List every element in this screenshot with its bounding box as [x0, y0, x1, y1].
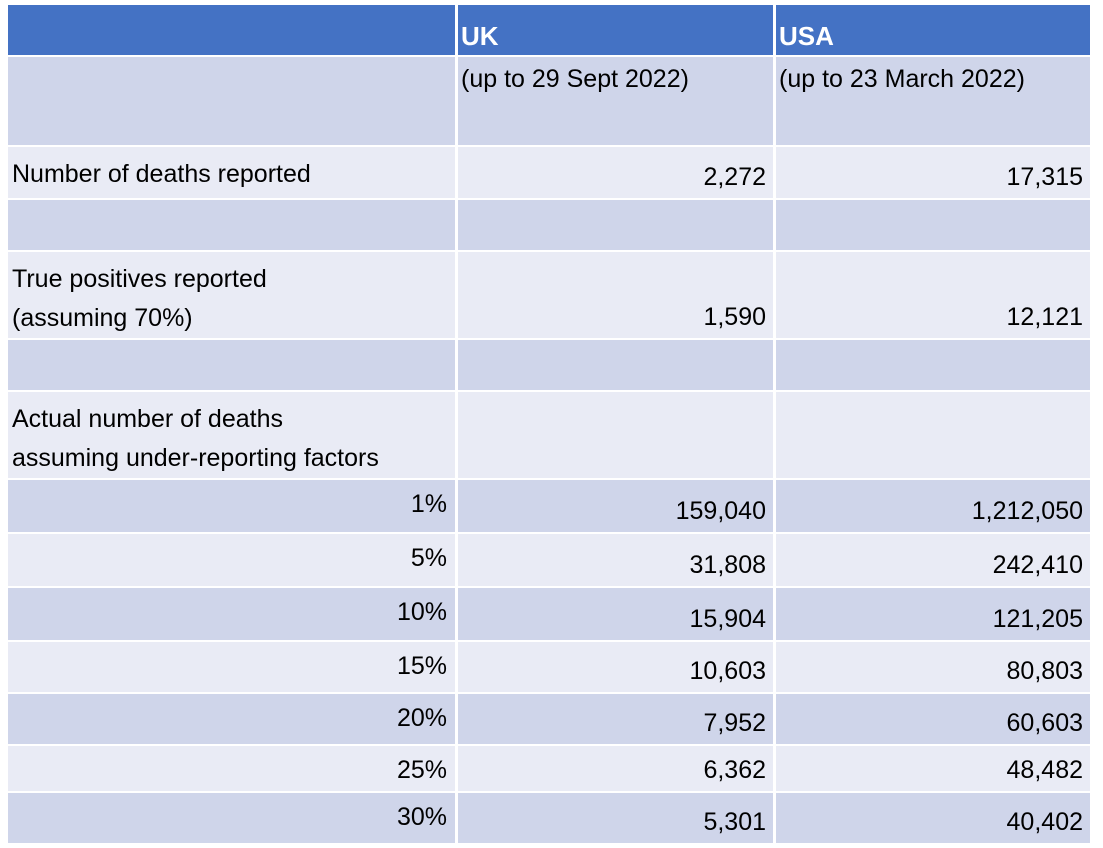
header-cell-uk: UK [458, 5, 773, 55]
row-label: 30% [8, 793, 455, 843]
uk-value: 31,808 [458, 534, 773, 586]
usa-value: 242,410 [776, 534, 1090, 586]
usa-value [776, 392, 1090, 478]
usa-value: 40,402 [776, 793, 1090, 843]
usa-value-text: 242,410 [992, 551, 1083, 579]
table-row: 20% 7,952 60,603 [8, 694, 1090, 744]
usa-value: 80,803 [776, 642, 1090, 692]
row-label-text: 25% [396, 756, 447, 784]
table-row: Number of deaths reported 2,272 17,315 [8, 147, 1090, 198]
uk-value: 1,590 [458, 252, 773, 338]
row-label: Number of deaths reported [8, 147, 455, 198]
table-row: 1% 159,040 1,212,050 [8, 480, 1090, 532]
usa-value-text: 121,205 [992, 605, 1083, 633]
header-label-uk: UK [461, 21, 499, 52]
row-label: 10% [8, 588, 455, 640]
uk-value-text: 10,603 [689, 657, 766, 685]
row-label-text: 30% [396, 803, 447, 831]
usa-value [776, 340, 1090, 390]
table-body: Number of deaths reported 2,272 17,315 True… [8, 147, 1090, 843]
uk-value: 159,040 [458, 480, 773, 532]
row-label: True positives reported (assuming 70%) [8, 252, 455, 338]
row-label [8, 340, 455, 390]
table-row [8, 200, 1090, 250]
table-row: 10% 15,904 121,205 [8, 588, 1090, 640]
usa-value: 17,315 [776, 147, 1090, 198]
row-label: 5% [8, 534, 455, 586]
row-label: 1% [8, 480, 455, 532]
table-subheader-row: (up to 29 Sept 2022) (up to 23 March 202… [8, 57, 1090, 145]
table-row: True positives reported (assuming 70%) 1,… [8, 252, 1090, 338]
table-row [8, 340, 1090, 390]
subheader-label-usa: (up to 23 March 2022) [779, 65, 1025, 93]
row-label: Actual number of deaths assuming under-r… [8, 392, 455, 478]
data-table: UK USA (up to 29 Sept 2022) (up to 23 Ma… [8, 5, 1090, 843]
uk-value-text: 1,590 [703, 303, 766, 331]
row-label-text: 5% [410, 544, 447, 572]
usa-value-text: 60,603 [1006, 709, 1083, 737]
usa-value [776, 200, 1090, 250]
uk-value-text: 5,301 [703, 808, 766, 836]
uk-value-text: 2,272 [703, 163, 766, 191]
row-label: 15% [8, 642, 455, 692]
subheader-cell-empty [8, 57, 455, 145]
usa-value-text: 40,402 [1006, 808, 1083, 836]
uk-value [458, 200, 773, 250]
usa-value-text: 80,803 [1006, 657, 1083, 685]
usa-value: 121,205 [776, 588, 1090, 640]
row-label-text: 10% [396, 598, 447, 626]
uk-value-text: 15,904 [689, 605, 766, 633]
row-label-text: 15% [396, 652, 447, 680]
subheader-cell-uk: (up to 29 Sept 2022) [458, 57, 773, 145]
usa-value: 48,482 [776, 746, 1090, 791]
uk-value: 10,603 [458, 642, 773, 692]
uk-value-text: 7,952 [703, 709, 766, 737]
uk-value: 5,301 [458, 793, 773, 843]
uk-value-text: 31,808 [689, 551, 766, 579]
usa-value-text: 17,315 [1006, 163, 1083, 191]
row-label-text: True positives reported (assuming 70%) [12, 265, 267, 332]
usa-value-text: 48,482 [1006, 756, 1083, 784]
header-cell-usa: USA [776, 5, 1090, 55]
row-label-text: 1% [410, 490, 447, 518]
uk-value [458, 392, 773, 478]
uk-value [458, 340, 773, 390]
row-label-text: Number of deaths reported [12, 160, 311, 188]
row-label-text: 20% [396, 704, 447, 732]
usa-value: 60,603 [776, 694, 1090, 744]
table-row: 30% 5,301 40,402 [8, 793, 1090, 843]
usa-value: 1,212,050 [776, 480, 1090, 532]
table-header-row: UK USA [8, 5, 1090, 55]
row-label [8, 200, 455, 250]
row-label: 20% [8, 694, 455, 744]
uk-value: 7,952 [458, 694, 773, 744]
uk-value-text: 6,362 [703, 756, 766, 784]
row-label-text: Actual number of deaths assuming under-r… [12, 405, 379, 472]
table-row: Actual number of deaths assuming under-r… [8, 392, 1090, 478]
header-label-usa: USA [779, 21, 834, 52]
subheader-label-uk: (up to 29 Sept 2022) [461, 65, 689, 93]
usa-value-text: 1,212,050 [971, 497, 1083, 525]
usa-value: 12,121 [776, 252, 1090, 338]
uk-value: 2,272 [458, 147, 773, 198]
table-row: 25% 6,362 48,482 [8, 746, 1090, 791]
header-cell-empty [8, 5, 455, 55]
subheader-cell-usa: (up to 23 March 2022) [776, 57, 1090, 145]
uk-value-text: 159,040 [675, 497, 766, 525]
uk-value: 6,362 [458, 746, 773, 791]
table-row: 15% 10,603 80,803 [8, 642, 1090, 692]
row-label: 25% [8, 746, 455, 791]
usa-value-text: 12,121 [1006, 303, 1083, 331]
table-row: 5% 31,808 242,410 [8, 534, 1090, 586]
uk-value: 15,904 [458, 588, 773, 640]
